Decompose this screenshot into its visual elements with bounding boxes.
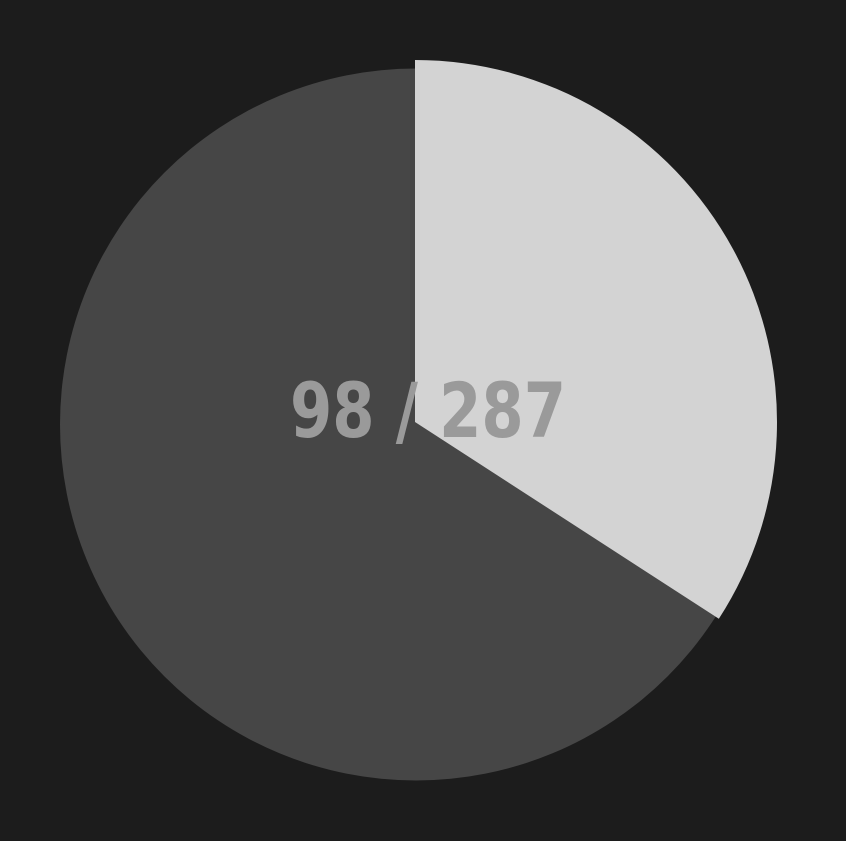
pie-slice — [415, 60, 777, 619]
pie-label: 98 / 287 — [290, 366, 566, 455]
